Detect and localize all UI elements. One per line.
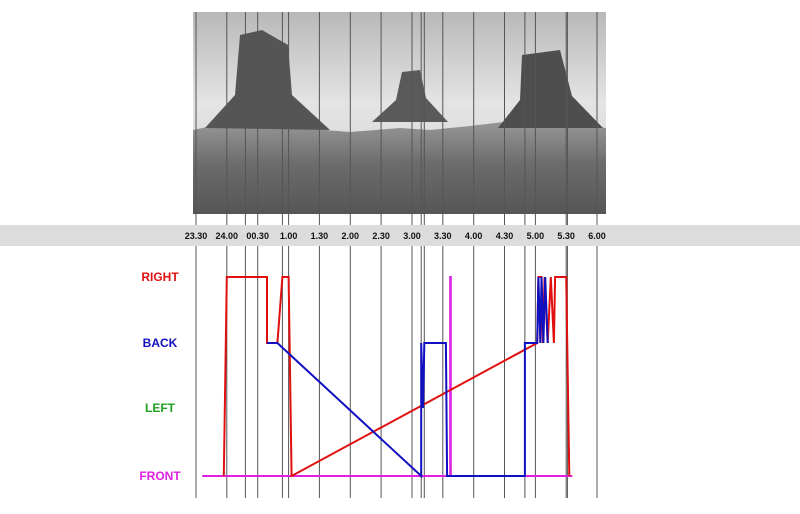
x-tick-label: 5.30: [557, 231, 575, 241]
x-tick-label: 2.00: [342, 231, 360, 241]
x-tick-label: 4.30: [496, 231, 514, 241]
gridlines: [195, 12, 598, 498]
state-label-front: FRONT: [139, 469, 181, 483]
state-label-left: LEFT: [145, 401, 176, 415]
series-lines: [202, 276, 573, 479]
state-label-back: BACK: [143, 336, 178, 350]
x-tick-labels: 23.30 24.00 00.30 1.00 1.30 2.00 2.30 3.00 3.30 4…: [185, 231, 606, 241]
series-line-2: [267, 276, 549, 479]
x-tick-label: 00.30: [246, 231, 269, 241]
x-tick-label: 23.30: [185, 231, 208, 241]
x-tick-label: 3.30: [434, 231, 452, 241]
series-line-1: [222, 276, 571, 478]
state-label-right: RIGHT: [141, 270, 179, 284]
x-tick-label: 5.00: [527, 231, 545, 241]
x-tick-label: 3.00: [403, 231, 421, 241]
x-tick-label: 4.00: [465, 231, 483, 241]
landscape-photo: [193, 12, 606, 214]
x-tick-label: 1.00: [280, 231, 298, 241]
time-axis-band: [0, 225, 800, 246]
state-labels: FRONT LEFT BACK RIGHT: [139, 270, 181, 483]
x-tick-label: 1.30: [311, 231, 329, 241]
x-tick-label: 2.30: [372, 231, 390, 241]
x-tick-label: 6.00: [588, 231, 606, 241]
x-tick-label: 24.00: [216, 231, 239, 241]
series-line-0: [202, 276, 573, 477]
